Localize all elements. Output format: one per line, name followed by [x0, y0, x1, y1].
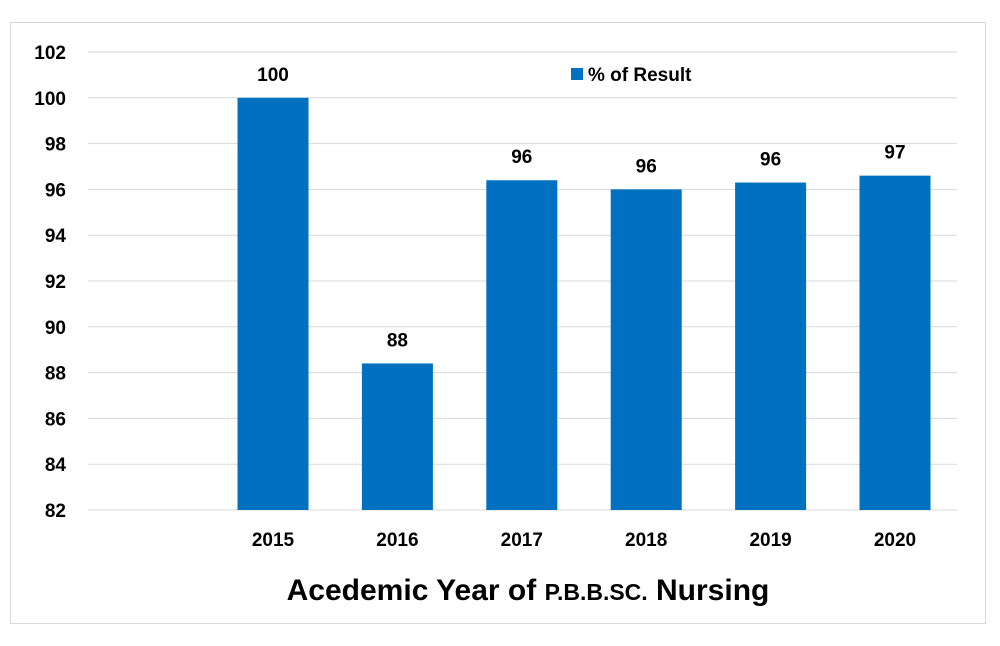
data-label-2016: 88 [387, 330, 408, 351]
x-tick-label-2020: 2020 [874, 530, 916, 551]
x-axis-title-part-3: Nursing [648, 574, 770, 607]
bar-2016 [361, 363, 433, 510]
bar-2018 [610, 189, 682, 510]
y-tick-label: 84 [45, 455, 67, 476]
bar-2017 [486, 180, 558, 511]
data-label-2015: 100 [257, 65, 289, 86]
x-axis-title-part-1: Acedemic Year of [287, 574, 545, 607]
y-tick-label: 94 [45, 226, 67, 247]
y-tick-label: 92 [45, 272, 66, 293]
data-labels: 100 88 96 96 96 97 [257, 65, 905, 352]
y-axis-tick-labels: 82 84 86 88 90 92 94 96 98 100 102 [34, 43, 66, 522]
y-tick-label: 102 [34, 43, 66, 64]
x-tick-label-2016: 2016 [376, 530, 418, 551]
data-label-2019: 96 [760, 150, 781, 171]
data-label-2017: 96 [511, 147, 532, 168]
legend: % of Result [571, 65, 692, 86]
y-tick-label: 82 [45, 501, 66, 522]
y-tick-label: 86 [45, 409, 66, 430]
x-tick-label-2015: 2015 [252, 530, 295, 551]
data-label-2020: 97 [884, 143, 905, 164]
x-axis-title: Acedemic Year of P.B.B.SC. Nursing [287, 574, 770, 607]
legend-label: % of Result [588, 65, 692, 86]
bar-2019 [735, 182, 807, 510]
bars [237, 97, 931, 511]
y-tick-label: 100 [34, 89, 66, 110]
data-label-2018: 96 [636, 156, 657, 177]
legend-swatch [571, 68, 583, 80]
gridlines [88, 51, 957, 511]
bar-2015 [237, 97, 309, 511]
bar-2020 [859, 175, 931, 510]
y-tick-label: 88 [45, 364, 66, 385]
x-axis-title-part-2: P.B.B.SC. [545, 579, 648, 605]
x-tick-label-2019: 2019 [749, 530, 791, 551]
x-tick-label-2018: 2018 [625, 530, 667, 551]
y-tick-label: 96 [45, 180, 66, 201]
x-axis-tick-labels: 2015 2016 2017 2018 2019 2020 [252, 530, 916, 551]
y-tick-label: 98 [45, 135, 66, 156]
x-tick-label-2017: 2017 [501, 530, 543, 551]
y-tick-label: 90 [45, 318, 66, 339]
